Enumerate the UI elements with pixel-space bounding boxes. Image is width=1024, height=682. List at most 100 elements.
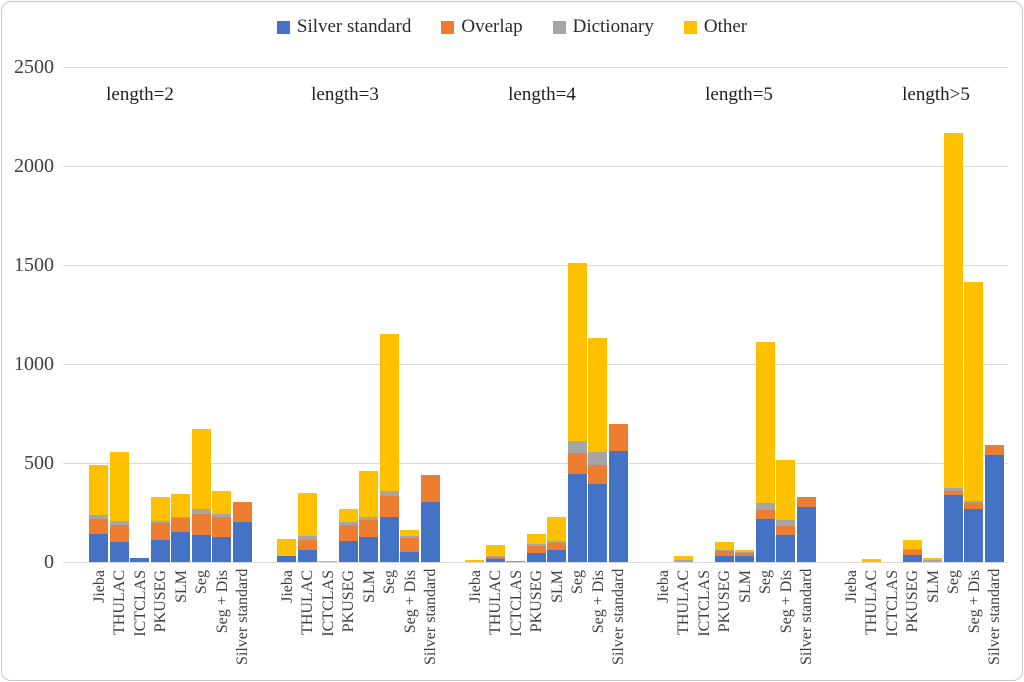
y-tick-label: 1000 xyxy=(14,353,54,375)
bar-segment-overlap-length-5-pkuseg xyxy=(902,550,922,556)
bar-segment-other-length-4-jieba xyxy=(465,560,484,562)
bar-segment-overlap-length-2-seg xyxy=(191,514,211,536)
category-label-jieba: Jieba xyxy=(278,570,296,603)
bar-segment-overlap-length-3-slm xyxy=(359,520,379,538)
y-tick-label: 2500 xyxy=(14,56,54,78)
bar-segment-other-length-4-seg xyxy=(567,263,587,442)
bar-segment-overlap-length-4-silver-standard xyxy=(608,424,628,452)
bar-segment-other-length-3-pkuseg xyxy=(338,508,358,523)
bar-segment-dictionary-length-5-pkuseg xyxy=(902,548,922,551)
category-label-seg-dis: Seg + Dis xyxy=(965,570,983,634)
bar-segment-overlap-length-2-silver-standard xyxy=(232,501,252,523)
bar-segment-dictionary-length-2-slm xyxy=(171,516,191,519)
category-label-thulac: THULAC xyxy=(299,570,317,635)
gridline-500 xyxy=(63,463,1008,464)
bar-segment-other-length-3-ictclas xyxy=(318,561,338,562)
legend-swatch-other xyxy=(683,20,697,34)
bar-segment-overlap-length-4-ictclas xyxy=(506,561,526,562)
bar-segment-other-length-2-seg-dis xyxy=(212,490,232,515)
bar-segment-silver-standard-length-5-seg-dis xyxy=(776,535,796,562)
category-label-jieba: Jieba xyxy=(466,570,484,603)
category-label-seg: Seg xyxy=(193,570,211,594)
category-label-slm: SLM xyxy=(172,570,190,603)
bar-segment-dictionary-length-5-pkuseg xyxy=(714,550,734,552)
bar-segment-silver-standard-length-5-silver-standard xyxy=(984,455,1004,562)
bar-segment-dictionary-length-4-pkuseg xyxy=(526,544,546,547)
bar-segment-silver-standard-length-2-seg-dis xyxy=(212,537,232,562)
bar-segment-dictionary-length-5-slm xyxy=(735,552,755,554)
bar-segment-silver-standard-length-3-seg xyxy=(379,517,399,562)
bar-segment-other-length-2-seg xyxy=(191,429,211,509)
legend-swatch-silver-standard xyxy=(276,20,290,34)
category-label-slm: SLM xyxy=(924,570,942,603)
y-tick-label: 500 xyxy=(24,452,54,474)
bar-segment-overlap-length-2-jieba xyxy=(89,519,108,535)
bar-segment-other-length-5-thulac xyxy=(673,556,693,560)
category-label-thulac: THULAC xyxy=(111,570,129,635)
bar-segment-silver-standard-length-4-thulac xyxy=(485,558,505,562)
bar-segment-other-length-5-slm xyxy=(735,550,755,553)
bar-segment-overlap-length-5-seg-dis xyxy=(776,526,796,536)
bar-segment-other-length-5-seg xyxy=(755,342,775,503)
bar-segment-overlap-length-4-seg-dis xyxy=(588,464,608,484)
bar-segment-silver-standard-length-3-jieba xyxy=(277,556,296,562)
category-label-silver-standard: Silver standard xyxy=(798,568,816,665)
bar-segment-silver-standard-length-5-silver-standard xyxy=(796,506,816,562)
bar-segment-silver-standard-length-3-seg-dis xyxy=(400,552,420,562)
bar-segment-silver-standard-length-2-silver-standard xyxy=(232,522,252,562)
legend-label: Dictionary xyxy=(572,16,654,37)
bar-segment-silver-standard-length-5-slm xyxy=(735,556,755,562)
gridline-0 xyxy=(63,562,1008,563)
legend-label: Silver standard xyxy=(296,16,412,37)
bar-segment-other-length-3-thulac xyxy=(297,492,317,537)
bar-segment-overlap-length-2-slm xyxy=(171,518,191,533)
bar-segment-silver-standard-length-3-slm xyxy=(359,537,379,562)
gridline-1000 xyxy=(63,364,1008,365)
bar-segment-dictionary-length-3-seg xyxy=(379,490,399,496)
group-label-length-2: length=2 xyxy=(106,84,174,105)
bar-segment-other-length-4-pkuseg xyxy=(526,534,546,545)
bar-segment-other-length-5-pkuseg xyxy=(714,542,734,551)
category-label-thulac: THULAC xyxy=(863,570,881,635)
category-label-ictclas: ICTCLAS xyxy=(131,570,149,637)
bar-segment-dictionary-length-2-seg xyxy=(191,508,211,515)
category-label-ictclas: ICTCLAS xyxy=(695,570,713,637)
category-label-jieba: Jieba xyxy=(654,570,672,603)
legend-swatch-dictionary xyxy=(552,20,566,34)
category-label-pkuseg: PKUSEG xyxy=(716,570,734,633)
category-label-pkuseg: PKUSEG xyxy=(528,570,546,633)
bar-segment-dictionary-length-4-slm xyxy=(547,541,567,544)
bar-segment-silver-standard-length-3-pkuseg xyxy=(338,541,358,562)
legend-item-silver-standard: Silver standard xyxy=(276,16,412,37)
bar-segment-other-length-4-thulac xyxy=(485,545,505,557)
y-tick-label: 1500 xyxy=(14,254,54,276)
group-label-length-5: length=5 xyxy=(705,84,773,105)
bar-segment-dictionary-length-2-thulac xyxy=(109,521,129,526)
bar-segment-silver-standard-length-5-seg-dis xyxy=(964,508,984,562)
bar-segment-dictionary-length-4-thulac xyxy=(485,556,505,558)
bar-segment-overlap-length-2-thulac xyxy=(109,525,129,543)
y-tick-label: 2000 xyxy=(14,155,54,177)
bar-segment-other-length-3-slm xyxy=(359,470,379,518)
legend-item-overlap: Overlap xyxy=(441,17,523,37)
category-label-jieba: Jieba xyxy=(842,570,860,603)
bar-segment-dictionary-length-2-pkuseg xyxy=(150,521,170,524)
bar-segment-overlap-length-3-silver-standard xyxy=(420,474,440,502)
bar-segment-dictionary-length-2-jieba xyxy=(89,515,108,520)
category-label-seg-dis: Seg + Dis xyxy=(589,570,607,634)
gridline-1500 xyxy=(63,265,1008,266)
category-label-ictclas: ICTCLAS xyxy=(507,570,525,637)
bar-segment-dictionary-length-5-seg xyxy=(943,487,963,491)
category-label-thulac: THULAC xyxy=(487,570,505,635)
bar-segment-overlap-length-5-silver-standard xyxy=(796,496,816,507)
bar-segment-overlap-length-4-thulac xyxy=(485,557,505,559)
category-label-pkuseg: PKUSEG xyxy=(152,570,170,633)
category-label-seg: Seg xyxy=(945,570,963,594)
bar-segment-silver-standard-length-2-thulac xyxy=(109,542,129,562)
bar-segment-other-length-2-jieba xyxy=(89,464,108,516)
bar-segment-silver-standard-length-4-seg xyxy=(567,473,587,562)
category-label-silver-standard: Silver standard xyxy=(234,568,252,665)
